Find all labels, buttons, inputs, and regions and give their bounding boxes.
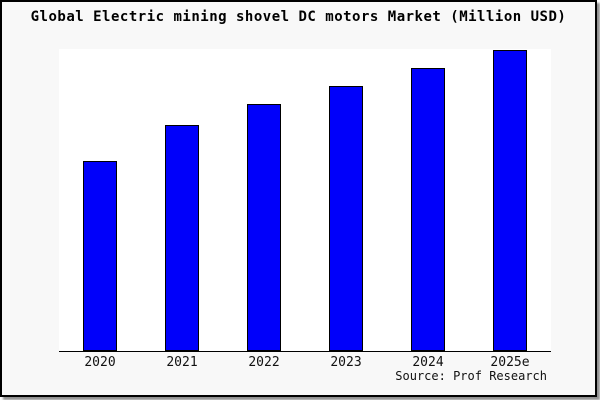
bar-2025e (493, 50, 527, 351)
bar-2024 (411, 68, 445, 351)
x-tick-label-2024: 2024 (412, 355, 444, 370)
source-note: Source: Prof Research (395, 369, 547, 383)
x-tick-label-2022: 2022 (248, 355, 280, 370)
plot-area (59, 49, 551, 352)
bar-2022 (247, 104, 281, 351)
chart-title: Global Electric mining shovel DC motors … (30, 9, 567, 25)
x-tick-label-2025e: 2025e (490, 355, 530, 370)
x-tick-label-2021: 2021 (166, 355, 198, 370)
bar-2021 (165, 125, 199, 351)
x-axis: 2020 2021 2022 2023 2024 2025e (59, 355, 551, 370)
x-tick-label-2020: 2020 (84, 355, 116, 370)
bar-2020 (83, 161, 117, 351)
x-tick-label-2023: 2023 (330, 355, 362, 370)
bar-2023 (329, 86, 363, 351)
